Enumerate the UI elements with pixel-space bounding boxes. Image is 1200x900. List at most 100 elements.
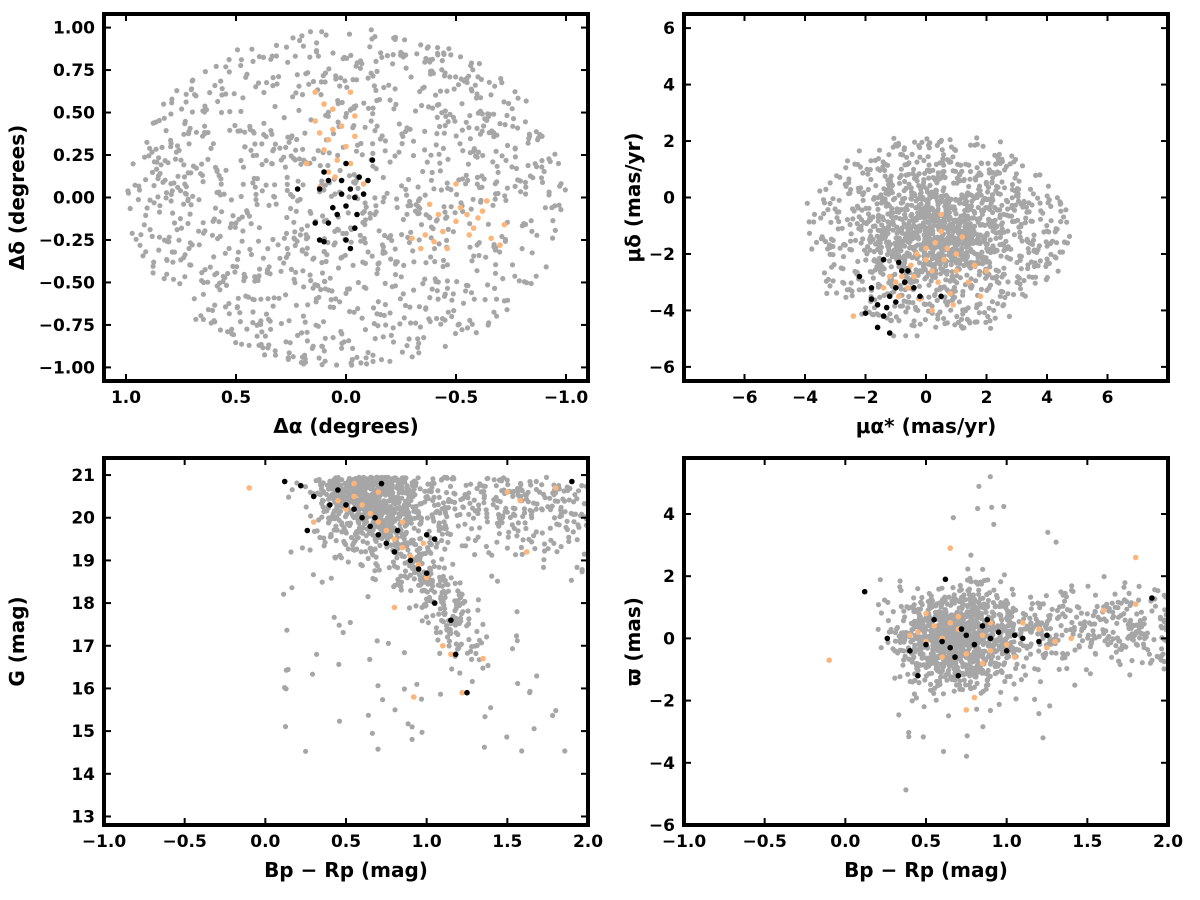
point-orange (504, 489, 511, 495)
point-field (1019, 163, 1026, 169)
point-field (355, 279, 361, 286)
point-field (977, 215, 983, 221)
point-field (449, 297, 455, 303)
point-field (570, 529, 576, 535)
point-field (346, 338, 352, 344)
point-field (315, 53, 321, 59)
point-field (295, 178, 301, 184)
point-field (316, 294, 322, 300)
point-field (288, 135, 294, 141)
point-field (441, 204, 447, 210)
point-field (543, 474, 550, 480)
point-field (1054, 240, 1060, 246)
point-field (547, 525, 553, 531)
point-orange (423, 574, 430, 581)
point-field (474, 154, 480, 160)
point-field (333, 538, 339, 544)
point-field (847, 246, 853, 252)
point-field (960, 292, 966, 298)
point-field (539, 164, 545, 170)
point-field (418, 581, 424, 587)
point-field (954, 219, 960, 225)
point-field (947, 253, 953, 259)
point-field (149, 169, 156, 175)
point-field (316, 355, 322, 361)
point-field (302, 130, 308, 136)
point-field (205, 156, 211, 162)
point-field (314, 40, 320, 46)
point-field (428, 235, 434, 241)
point-field (415, 344, 421, 351)
point-field (1016, 647, 1022, 653)
point-field (235, 295, 241, 301)
x-axis-label: μα* (mas/yr) (856, 414, 997, 438)
point-field (189, 109, 195, 115)
point-field (877, 213, 883, 219)
point-field (901, 147, 907, 153)
point-field (1011, 681, 1017, 687)
point-field (218, 181, 224, 187)
point-field (470, 196, 476, 202)
point-field (220, 273, 226, 280)
point-field (435, 52, 441, 58)
point-field (980, 197, 986, 203)
point-field (964, 230, 971, 236)
point-field (181, 162, 187, 168)
point-field (205, 129, 211, 136)
point-field (482, 297, 488, 303)
point-field (408, 520, 414, 526)
point-field (403, 506, 409, 512)
point-field (497, 121, 503, 127)
point-field (434, 217, 440, 223)
point-field (320, 213, 326, 219)
point-field (1064, 219, 1070, 225)
point-orange (935, 279, 941, 286)
point-field (182, 118, 188, 124)
point-field (1078, 610, 1084, 616)
point-field (439, 110, 445, 116)
point-field (404, 543, 410, 549)
point-field (525, 162, 531, 169)
point-black (856, 273, 863, 280)
point-field (548, 537, 554, 543)
point-field (442, 343, 448, 349)
point-field (974, 251, 981, 257)
point-field (130, 161, 136, 167)
point-field (408, 229, 414, 235)
point-field (453, 641, 459, 647)
point-field (981, 238, 988, 245)
point-field (935, 206, 941, 212)
point-orange (391, 604, 398, 611)
point-field (322, 182, 328, 188)
point-field (369, 253, 375, 259)
point-field (890, 227, 896, 233)
point-field (948, 196, 954, 202)
point-field (284, 187, 290, 193)
point-field (926, 175, 932, 181)
point-field (1031, 263, 1037, 270)
point-field (378, 357, 385, 363)
point-field (953, 196, 959, 202)
point-field (383, 322, 389, 328)
point-field (444, 626, 450, 632)
point-field (466, 511, 472, 517)
point-field (334, 362, 340, 368)
point-field (938, 137, 945, 143)
point-field (554, 549, 560, 555)
point-field (272, 348, 278, 354)
point-field (499, 233, 505, 240)
point-field (259, 329, 265, 335)
point-field (149, 149, 155, 155)
point-field (169, 249, 175, 255)
point-field (979, 222, 986, 228)
point-field (547, 495, 553, 501)
point-black (310, 493, 317, 500)
point-field (976, 310, 983, 316)
point-field (441, 130, 447, 136)
point-field (864, 251, 870, 257)
point-field (291, 276, 297, 282)
y-tick-label: −1.00 (39, 358, 95, 378)
point-field (254, 152, 260, 158)
point-field (339, 345, 345, 351)
point-field (428, 177, 434, 183)
